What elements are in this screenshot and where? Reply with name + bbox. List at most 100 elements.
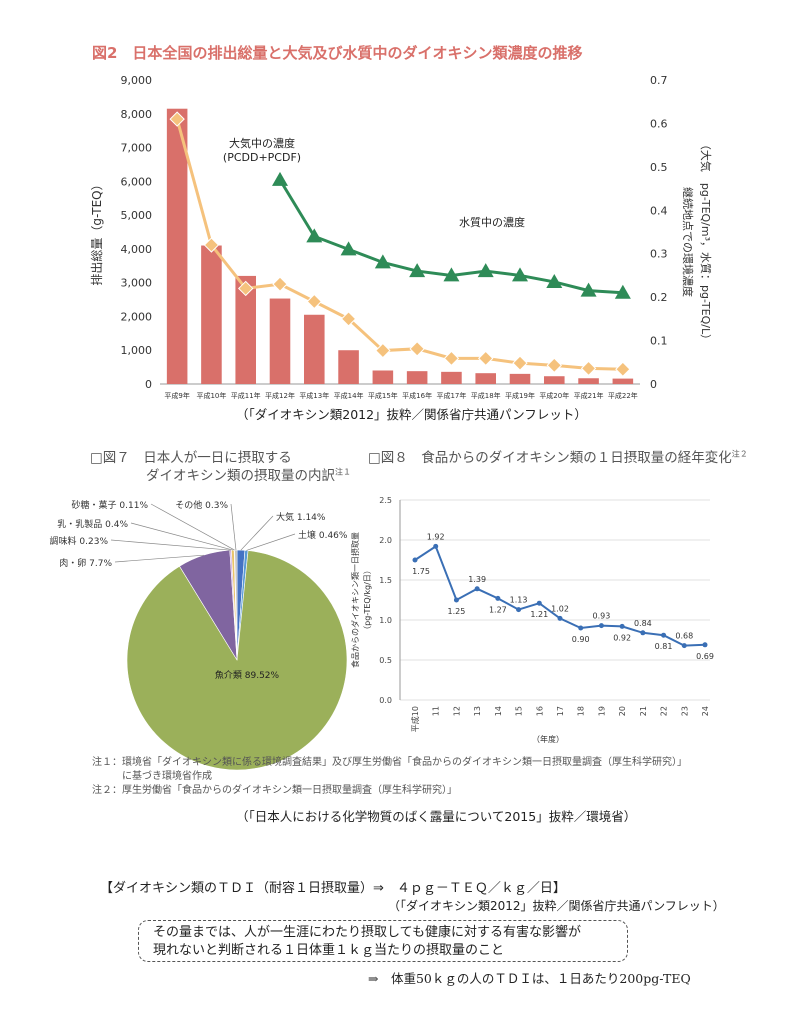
- fig2-bar: [235, 275, 256, 384]
- fig7-slice-label: 魚介類 89.52%: [215, 669, 280, 681]
- fig2-air-point: [615, 361, 631, 377]
- fig8-x-tick: 17: [556, 706, 565, 716]
- fig7-slice-label: 砂糖・菓子 0.11%: [72, 499, 149, 511]
- fig2-y-tick: 1,000: [121, 344, 153, 357]
- fig8-x-tick: 13: [473, 706, 482, 716]
- fig8-data-label: 1.92: [427, 532, 445, 541]
- fig2-air-point: [375, 342, 391, 359]
- fig8-y-tick: 2.5: [379, 496, 392, 505]
- fig8-data-label: 1.21: [530, 610, 548, 619]
- fig7-slice-label: 大気 1.14%: [276, 511, 326, 523]
- fig2-x-tick: 平成9年: [164, 391, 189, 400]
- fig7-title-note: 注１: [335, 467, 351, 477]
- fig8-x-axis-label: （年度）: [532, 734, 564, 744]
- fig8-point: [516, 607, 522, 613]
- fig8-y-tick: 1.0: [379, 616, 392, 625]
- fig8-data-label: 0.81: [655, 642, 673, 651]
- fig8-data-label: 0.69: [696, 652, 714, 661]
- fig7-title-line1: □図７ 日本人が一日に摂取する: [90, 450, 292, 466]
- tdi-source: （「ダイオキシン類2012」抜粋／関係省庁共通パンフレット）: [388, 899, 725, 913]
- fig8-x-tick: 20: [618, 706, 627, 716]
- fig2-y-tick: 5,000: [121, 209, 153, 222]
- fig2-x-tick: 平成14年: [334, 391, 364, 400]
- fig2-y-tick: 7,000: [121, 142, 153, 155]
- fig7-slice-label: 乳・乳製品 0.4%: [57, 518, 128, 530]
- fig2-x-tick: 平成19年: [505, 391, 535, 400]
- note-2: 注２：厚生労働省「食品からのダイオキシン類一日摂取量調査（厚生科学研究）」: [92, 785, 457, 796]
- fig8-x-tick: 21: [639, 706, 648, 716]
- fig8-x-tick: 平成10: [410, 706, 420, 732]
- fig8-point: [619, 623, 625, 629]
- fig8-title-note: 注２: [731, 449, 748, 459]
- tdi-definition-line2: 現れないと判断される１日体重１ｋｇ当たりの摂取量のこと: [153, 943, 505, 958]
- fig2-water-point: [546, 273, 563, 288]
- fig2-bar: [269, 298, 291, 384]
- fig8-data-label: 0.84: [634, 619, 652, 628]
- fig2-y2-tick: 0.4: [650, 204, 668, 217]
- fig2-y2-tick: 0.2: [650, 291, 668, 304]
- fig8-data-label: 1.27: [489, 605, 507, 614]
- fig8-point: [433, 543, 439, 549]
- fig2-x-tick: 平成17年: [436, 391, 466, 400]
- fig2-x-tick: 平成10年: [196, 391, 226, 400]
- fig7-title-text: ダイオキシン類の摂取量の内訳: [146, 468, 335, 484]
- fig8-data-label: 1.25: [448, 607, 466, 616]
- fig2-bar: [338, 350, 359, 384]
- fig7-leader-line: [230, 503, 237, 551]
- fig7-pie-chart: 肉・卵 7.7% 調味料 0.23% 乳・乳製品 0.4% 砂糖・菓子 0.11% その…: [50, 499, 348, 771]
- fig2-air-point: [546, 357, 562, 374]
- fig2-bar: [509, 373, 531, 384]
- fig2-water-point: [477, 263, 494, 278]
- fig8-point: [412, 557, 418, 563]
- fig2-y2-tick: 0.1: [650, 335, 668, 348]
- fig2-y2-axis-label: 継続地点での環境濃度: [681, 187, 695, 297]
- fig8-point: [474, 586, 480, 592]
- fig8-y-tick: 0.5: [379, 656, 392, 665]
- fig2-bar: [441, 371, 462, 384]
- fig8-title: □図８ 食品からのダイオキシン類の１日摂取量の経年変化注２: [368, 446, 748, 467]
- fig2-bar: [406, 371, 428, 384]
- fig2-air-point: [512, 355, 528, 371]
- fig2-air-point: [409, 341, 425, 357]
- fig2-y-tick: 0: [145, 378, 152, 391]
- fig2-air-point: [272, 276, 288, 292]
- fig2-water-point: [340, 241, 357, 256]
- fig8-y-axis-label: 食品からのダイオキシン類一日摂取量: [350, 532, 360, 668]
- tdi-definition-box: その量までは、人が一生涯にわたり摂取しても健康に対する有害な影響が 現れないと判…: [138, 920, 628, 962]
- fig2-air-point: [443, 350, 460, 367]
- fig2-bar: [304, 314, 325, 384]
- fig8-y-tick: 1.5: [379, 576, 392, 585]
- fig8-point: [681, 643, 687, 649]
- fig8-data-label: 0.68: [675, 632, 693, 641]
- fig2-y-tick: 8,000: [121, 108, 153, 121]
- fig2-air-point: [340, 311, 357, 327]
- mid-source: （「日本人における化学物質のばく露量について2015」抜粋／環境省）: [236, 809, 637, 824]
- tdi-result: ⇒ 体重50ｋｇの人のＴＤＩは、１日あたり200pg-TEQ: [368, 971, 691, 986]
- fig2-y-tick: 4,000: [121, 243, 153, 256]
- fig2-x-tick: 平成13年: [299, 391, 329, 400]
- fig2-y-tick: 6,000: [121, 175, 153, 188]
- fig2-water-point: [443, 267, 460, 282]
- note-1: 注１：環境省「ダイオキシン類に係る環境調査結果」及び厚生労働省「食品からのダイオ…: [92, 757, 687, 768]
- fig7-slice-label: 肉・卵 7.7%: [59, 557, 112, 569]
- fig8-data-label: 1.02: [551, 604, 569, 613]
- fig8-y-tick: 0.0: [379, 696, 392, 705]
- fig2-air-point: [306, 293, 322, 310]
- fig8-x-tick: 16: [535, 706, 544, 716]
- fig2-x-tick: 平成18年: [471, 391, 501, 400]
- tdi-title: 【ダイオキシン類のＴＤＩ（耐容１日摂取量）⇒ ４ｐｇ－ＴＥＱ／ｋｇ／日】: [100, 881, 566, 896]
- fig2-water-point: [272, 171, 288, 186]
- fig7-leader-line: [110, 539, 231, 551]
- fig2-x-tick: 平成12年: [265, 391, 295, 400]
- fig8-point: [557, 615, 563, 621]
- fig2-y-tick: 9,000: [121, 74, 153, 87]
- fig8-title-text: □図８ 食品からのダイオキシン類の１日摂取量の経年変化: [368, 450, 732, 466]
- tdi-definition-line1: その量までは、人が一生涯にわたり摂取しても健康に対する有害な影響が: [153, 925, 581, 940]
- fig8-x-tick: 15: [515, 706, 524, 716]
- fig2-bar: [578, 378, 599, 384]
- fig8-point: [640, 630, 646, 636]
- fig8-x-tick: 11: [432, 706, 441, 716]
- fig7-leader-line: [130, 522, 233, 551]
- fig2-chart: 0 1,000 2,000 3,000 4,000 5,000 6,000 7,000 8,00…: [90, 74, 713, 400]
- fig2-y-tick: 2,000: [121, 310, 153, 323]
